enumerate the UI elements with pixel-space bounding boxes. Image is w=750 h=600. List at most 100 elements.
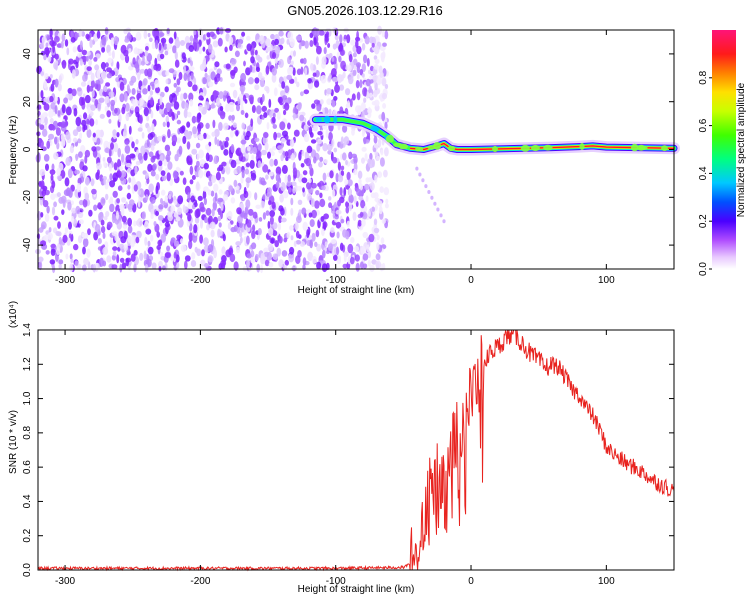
noise-dot	[218, 91, 224, 100]
noise-dot	[299, 114, 305, 122]
noise-dot	[306, 145, 313, 154]
colorbar-tick-label: 0.2	[698, 214, 709, 228]
noise-dot	[190, 72, 194, 80]
noise-dot	[345, 206, 350, 214]
noise-dot	[315, 56, 319, 65]
noise-dot	[169, 178, 174, 186]
noise-dot	[125, 102, 130, 112]
noise-dot	[292, 167, 298, 176]
noise-dot	[233, 179, 238, 187]
ridge-blob	[315, 117, 323, 122]
noise-dot	[125, 162, 132, 168]
noise-dot	[318, 161, 323, 168]
noise-dot	[275, 132, 282, 138]
noise-dot	[160, 170, 166, 177]
noise-dot	[118, 113, 122, 123]
noise-dot	[113, 162, 118, 171]
noise-dot	[87, 106, 91, 114]
noise-dot	[173, 240, 180, 247]
colorbar-tick-label: 0.0	[698, 262, 709, 276]
noise-dot	[241, 122, 245, 130]
noise-dot	[139, 252, 144, 261]
noise-dot	[264, 259, 270, 267]
ridge-blob	[531, 144, 540, 152]
noise-dot	[324, 37, 329, 42]
noise-dot	[293, 106, 297, 115]
noise-dot	[111, 50, 115, 59]
noise-dot	[362, 73, 365, 78]
noise-dot	[246, 235, 250, 245]
noise-dot	[178, 145, 183, 155]
noise-dot	[108, 91, 115, 98]
noise-dot	[384, 121, 388, 130]
noise-dot	[97, 238, 102, 245]
noise-dot	[272, 112, 276, 119]
noise-dot	[358, 183, 363, 191]
noise-dot	[277, 96, 283, 104]
ridge-blob	[579, 142, 585, 151]
noise-dot	[86, 118, 90, 125]
noise-dot	[328, 131, 333, 141]
noise-dot	[112, 246, 118, 251]
snr-scale-note: (x10⁴)	[8, 301, 19, 328]
noise-dot	[320, 74, 327, 84]
noise-dot	[286, 180, 292, 187]
noise-dot	[202, 46, 206, 52]
noise-dot	[45, 163, 49, 171]
noise-dot	[75, 153, 79, 162]
noise-dot	[82, 237, 89, 248]
noise-dot	[308, 212, 313, 218]
noise-dot	[133, 220, 137, 227]
noise-dot	[286, 231, 291, 239]
noise-dot	[321, 263, 328, 273]
noise-dot	[120, 207, 125, 217]
noise-dot	[62, 136, 66, 145]
noise-dot	[357, 170, 363, 179]
noise-dot	[214, 61, 220, 68]
noise-dot	[47, 232, 53, 240]
noise-dot	[361, 218, 366, 227]
noise-dot	[90, 178, 95, 187]
noise-dot	[199, 63, 206, 72]
noise-dot	[330, 227, 335, 234]
noise-dot	[102, 157, 106, 162]
noise-dot	[367, 259, 371, 267]
noise-dot	[228, 36, 234, 45]
noise-dot	[182, 177, 187, 185]
noise-dot	[88, 59, 92, 66]
noise-dot	[296, 68, 302, 76]
noise-dot	[222, 233, 226, 242]
noise-dot	[233, 225, 238, 232]
noise-dot	[179, 238, 184, 244]
noise-dot	[128, 48, 132, 53]
noise-dot	[235, 241, 242, 246]
noise-dot	[294, 76, 298, 84]
noise-dot	[327, 75, 331, 82]
noise-dot	[214, 76, 218, 82]
noise-dot	[225, 136, 230, 142]
noise-dot	[291, 266, 296, 271]
noise-dot	[288, 253, 295, 263]
noise-dot	[86, 84, 91, 93]
noise-dot	[304, 67, 308, 76]
noise-dot	[225, 63, 231, 70]
noise-dot	[293, 129, 300, 137]
snr-y-ticks: 0.0 0.2 0.4 0.6 0.8 1.0 1.2 1.4	[22, 323, 674, 577]
noise-dot	[294, 222, 299, 231]
noise-dot	[374, 204, 378, 211]
noise-dot	[129, 199, 135, 206]
noise-dot	[162, 121, 166, 128]
noise-dot	[109, 180, 116, 188]
noise-dot	[120, 170, 127, 178]
noise-dot	[290, 235, 294, 241]
noise-dot	[371, 101, 377, 106]
noise-dot	[144, 189, 150, 198]
noise-dot	[223, 90, 228, 96]
noise-dot	[257, 143, 262, 152]
noise-dot	[83, 257, 89, 266]
noise-dot	[206, 32, 211, 38]
noise-dot	[285, 156, 289, 162]
colorbar-gradient	[712, 30, 736, 269]
noise-dot	[277, 145, 283, 150]
noise-dot	[325, 185, 329, 192]
